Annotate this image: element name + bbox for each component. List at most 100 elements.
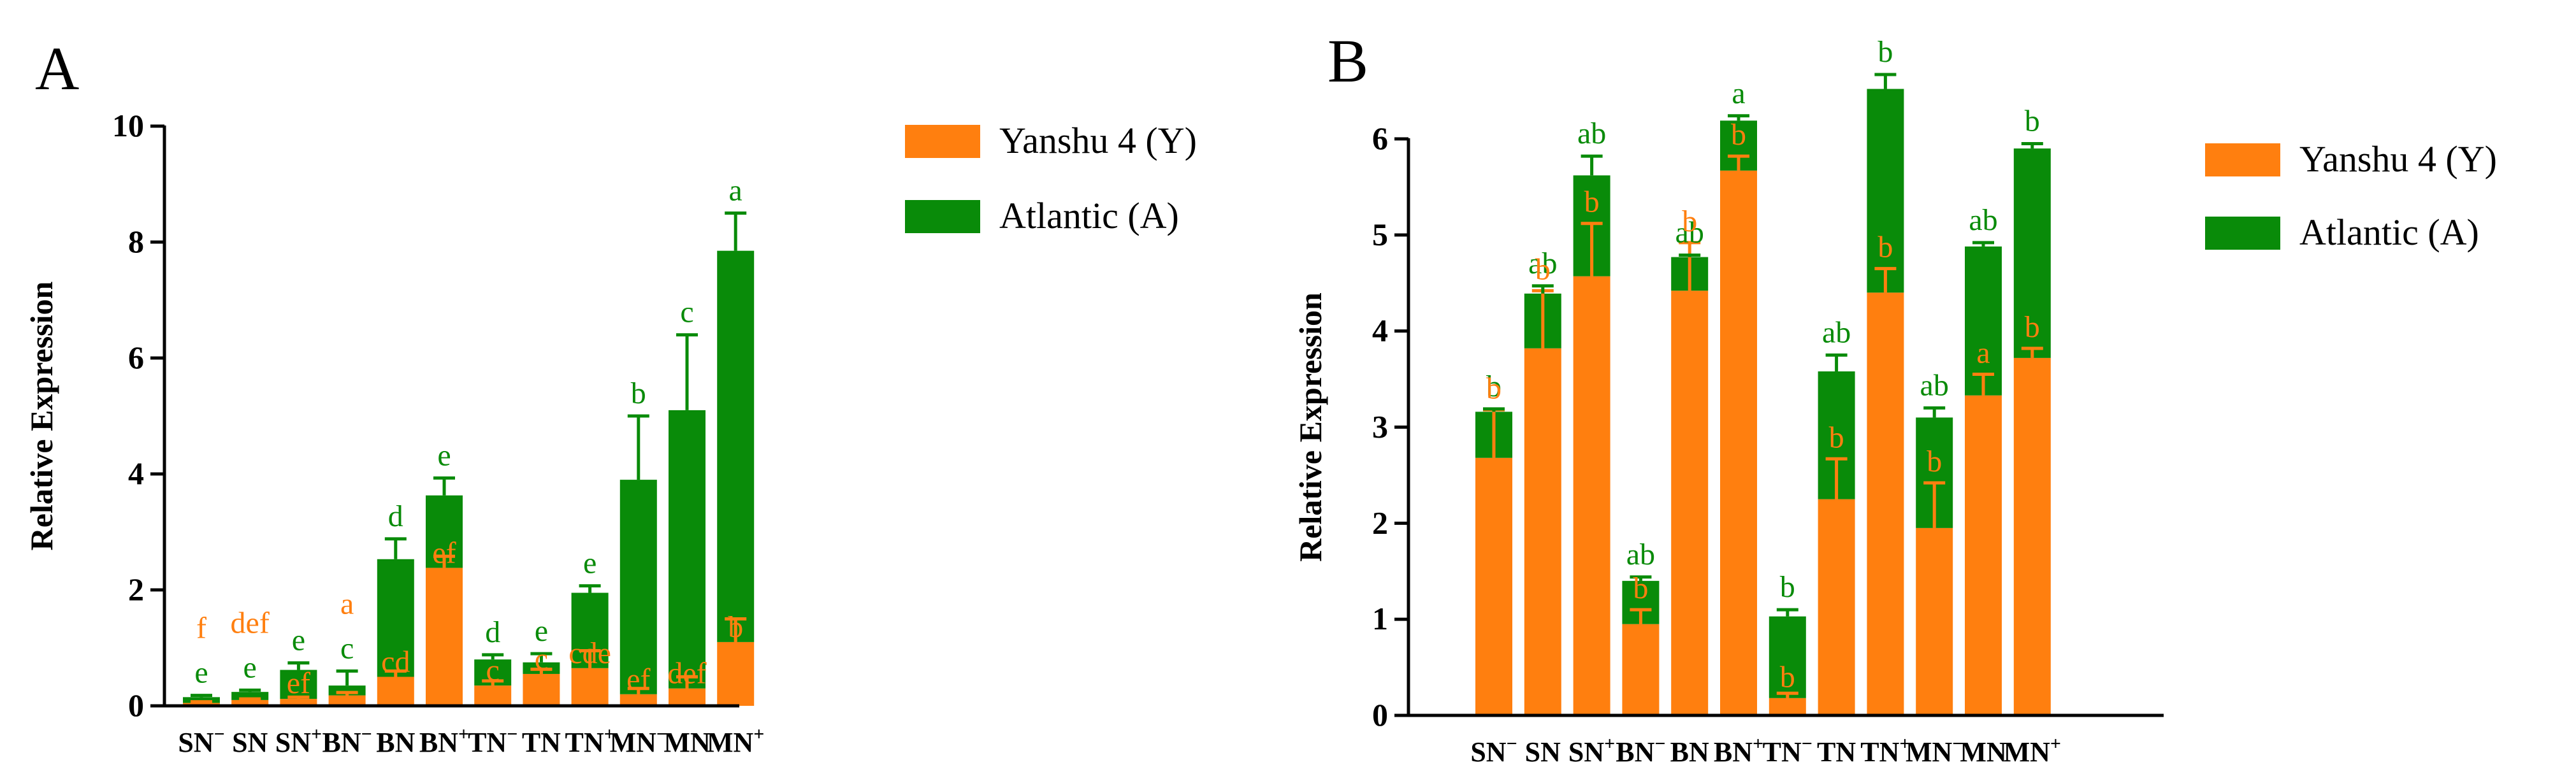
x-tick-label-base: MN bbox=[610, 727, 657, 758]
y-tick-label: 3 bbox=[1372, 409, 1388, 445]
significance-letter-atlantic: e bbox=[535, 614, 548, 648]
x-tick-label-sup: + bbox=[1753, 733, 1763, 754]
y-tick-label: 6 bbox=[128, 340, 144, 375]
significance-letter-yanshu: b bbox=[1829, 420, 1844, 454]
x-tick-label-base: BN bbox=[1670, 736, 1709, 768]
panel-label: B bbox=[1328, 27, 1368, 95]
y-tick-label: 4 bbox=[1372, 313, 1388, 348]
x-tick-label-base: TN bbox=[565, 727, 604, 758]
x-tick-label-base: MN bbox=[2004, 736, 2051, 768]
significance-letter-atlantic: b bbox=[1878, 35, 1893, 69]
significance-letter-yanshu: b bbox=[728, 610, 743, 644]
x-tick-label-sup: − bbox=[656, 724, 667, 745]
y-tick-label: 0 bbox=[1372, 697, 1388, 733]
significance-letter-yanshu: cd bbox=[381, 645, 410, 679]
x-tick-label: SN+ bbox=[275, 724, 322, 758]
x-tick-label: MN+ bbox=[2004, 733, 2061, 768]
significance-letter-yanshu: a bbox=[1976, 336, 1990, 370]
x-tick-label-sup: − bbox=[1654, 733, 1665, 754]
bar-atlantic-MN bbox=[669, 410, 706, 689]
significance-letter-yanshu: b bbox=[1927, 445, 1942, 478]
x-tick-label: SN bbox=[1525, 736, 1561, 768]
x-tick-label: SN− bbox=[178, 724, 224, 758]
significance-letter-yanshu: f bbox=[196, 612, 206, 645]
legend-label-atlantic: Atlantic (A) bbox=[999, 195, 1179, 236]
x-tick-label-base: MN bbox=[663, 727, 711, 758]
x-tick-label-sup: + bbox=[1604, 733, 1615, 754]
bar-yanshu-MNplus bbox=[2013, 357, 2051, 715]
significance-letter-yanshu: cde bbox=[568, 636, 611, 670]
legend: Yanshu 4 (Y) Atlantic (A) bbox=[2205, 138, 2497, 253]
x-tick-label-base: SN bbox=[1470, 736, 1506, 768]
y-tick-label: 4 bbox=[128, 455, 144, 491]
x-tick-label-sup: − bbox=[214, 724, 225, 745]
y-tick-label: 0 bbox=[128, 687, 144, 723]
x-tick-label-sup: + bbox=[2050, 733, 2061, 754]
bar-yanshu-SNplus bbox=[1573, 276, 1610, 716]
x-tick-label: BN+ bbox=[419, 724, 469, 758]
significance-letter-yanshu: ef bbox=[432, 536, 456, 570]
legend: Yanshu 4 (Y) Atlantic (A) bbox=[905, 120, 1197, 236]
x-tick-label-base: SN bbox=[178, 727, 213, 758]
y-tick-label: 2 bbox=[128, 571, 144, 607]
significance-letter-atlantic: c bbox=[340, 631, 354, 665]
y-axis-title: Relative Expression bbox=[24, 281, 59, 550]
x-tick-label-base: BN bbox=[322, 727, 361, 758]
x-tick-label-base: SN bbox=[1568, 736, 1604, 768]
bar-yanshu-TNplus bbox=[1867, 292, 1904, 715]
bar-yanshu-BN bbox=[377, 677, 414, 706]
bar-yanshu-TNminus bbox=[474, 685, 512, 706]
bar-yanshu-SN bbox=[1524, 348, 1561, 715]
x-tick-label: BN− bbox=[322, 724, 372, 758]
x-tick-label: SN+ bbox=[1568, 733, 1615, 768]
y-tick-label: 8 bbox=[128, 224, 144, 259]
x-tick-label-base: MN bbox=[1960, 736, 2007, 768]
significance-letter-atlantic: e bbox=[243, 650, 257, 684]
bar-yanshu-MNplus bbox=[717, 641, 755, 706]
x-tick-label-base: SN bbox=[275, 727, 311, 758]
x-tick-label-sup: − bbox=[1507, 733, 1517, 754]
x-tick-label-base: MN bbox=[1906, 736, 1953, 768]
bar-yanshu-BNminus bbox=[328, 695, 366, 706]
significance-letter-atlantic: d bbox=[485, 615, 500, 649]
legend-label-atlantic: Atlantic (A) bbox=[2299, 211, 2479, 253]
x-tick-label-sup: − bbox=[1952, 733, 1963, 754]
significance-letter-atlantic: ab bbox=[1822, 315, 1851, 349]
x-tick-label-sup: − bbox=[361, 724, 372, 745]
legend-label-yanshu: Yanshu 4 (Y) bbox=[2299, 138, 2497, 180]
y-tick-label: 5 bbox=[1372, 217, 1388, 252]
x-tick-label-sup: + bbox=[604, 724, 615, 745]
x-tick-label-base: MN bbox=[707, 727, 754, 758]
bar-yanshu-TN bbox=[1818, 499, 1855, 715]
x-tick-label: TN− bbox=[468, 724, 517, 758]
significance-letter-yanshu: ef bbox=[626, 663, 650, 696]
significance-letter-yanshu: b bbox=[1780, 660, 1795, 694]
x-tick-label: BN− bbox=[1616, 733, 1665, 768]
legend-swatch-yanshu bbox=[905, 125, 980, 158]
significance-letter-atlantic: ab bbox=[1577, 117, 1606, 150]
x-tick-label-sup: + bbox=[311, 724, 322, 745]
y-tick-label: 2 bbox=[1372, 505, 1388, 540]
bar-atlantic-MN bbox=[1965, 246, 2002, 396]
bar-atlantic-TNminus bbox=[1769, 616, 1806, 698]
significance-letter-atlantic: e bbox=[292, 624, 305, 657]
x-tick-label: TN− bbox=[1763, 733, 1813, 768]
bar-yanshu-SNminus bbox=[1475, 457, 1512, 715]
x-tick-label-sup: + bbox=[1899, 733, 1910, 754]
y-tick-label: 1 bbox=[1372, 601, 1388, 636]
bar-yanshu-BN bbox=[1671, 290, 1709, 716]
bar-yanshu-SN bbox=[231, 699, 269, 706]
bar-yanshu-SNplus bbox=[280, 699, 317, 706]
bar-atlantic-BN bbox=[377, 559, 414, 677]
x-tick-label-sup: − bbox=[1802, 733, 1813, 754]
significance-letter-atlantic: b bbox=[1780, 570, 1795, 604]
legend-swatch-atlantic bbox=[905, 200, 980, 233]
significance-letter-atlantic: ab bbox=[1528, 247, 1557, 280]
bar-atlantic-MNplus bbox=[717, 250, 755, 642]
significance-letter-atlantic: ab bbox=[1969, 203, 1997, 237]
bar-yanshu-MN bbox=[1965, 395, 2002, 715]
legend-swatch-atlantic bbox=[2205, 217, 2280, 250]
significance-letter-yanshu: b bbox=[1633, 571, 1648, 605]
bar-atlantic-TNplus bbox=[1867, 89, 1904, 293]
